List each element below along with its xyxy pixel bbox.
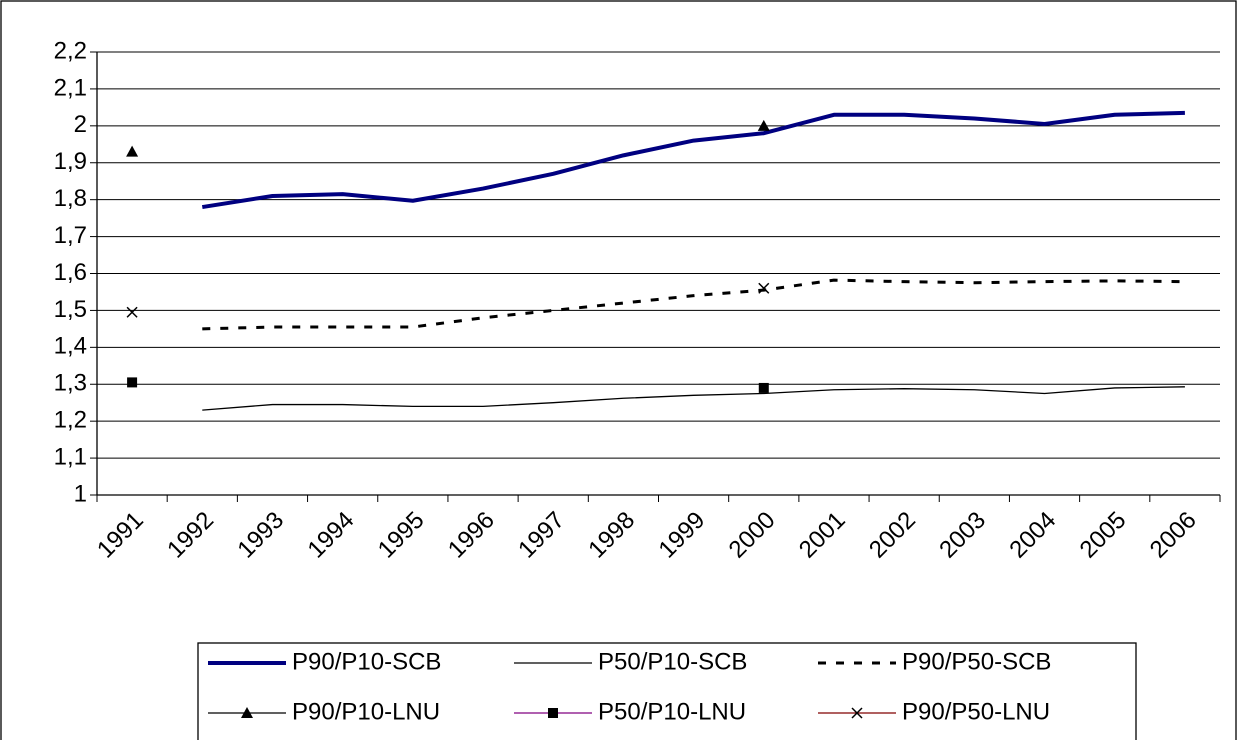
data-point (757, 119, 770, 131)
series-line (202, 278, 1185, 331)
series-line (201, 110, 1185, 210)
y-tick-label: 2 (74, 111, 87, 138)
x-tick-label: 1998 (583, 507, 640, 564)
y-tick-label: 1 (74, 480, 87, 507)
x-tick-label: 1997 (513, 507, 570, 564)
x-tick-label: 2003 (934, 507, 991, 564)
legend-marker (241, 707, 253, 718)
legend-label: P90/P10-SCB (292, 648, 441, 675)
y-tick-label: 2,1 (54, 74, 87, 101)
legend-box (197, 642, 1137, 740)
data-point (126, 145, 139, 157)
y-tick-label: 1,9 (54, 148, 87, 175)
data-point (758, 282, 770, 294)
y-tick-label: 1,8 (54, 185, 87, 212)
x-tick-label: 1993 (232, 507, 289, 564)
data-point (127, 377, 138, 388)
x-tick-label: 1994 (303, 507, 360, 564)
x-tick-label: 2004 (1004, 507, 1061, 564)
x-tick-label: 1996 (443, 507, 500, 564)
legend-marker (548, 708, 558, 718)
legend-label: P90/P50-SCB (902, 648, 1051, 675)
y-tick-label: 1,3 (54, 370, 87, 397)
x-tick-label: 2002 (864, 507, 921, 564)
x-tick-label: 2006 (1145, 507, 1202, 564)
x-tick-label: 2001 (794, 507, 851, 564)
legend-label: P50/P10-LNU (598, 698, 746, 725)
legend-label: P90/P10-LNU (292, 698, 440, 725)
x-tick-label: 2005 (1075, 507, 1132, 564)
x-tick-label: 2000 (724, 507, 781, 564)
y-tick-label: 2,2 (54, 37, 87, 64)
y-tick-label: 1,4 (54, 333, 87, 360)
x-tick-label: 1999 (653, 507, 710, 564)
legend-label: P90/P50-LNU (902, 698, 1050, 725)
data-point (126, 306, 138, 318)
series-line (202, 386, 1185, 411)
data-point (758, 382, 769, 393)
y-tick-label: 1,5 (54, 296, 87, 323)
legend-label: P50/P10-SCB (598, 648, 747, 675)
x-tick-label: 1992 (162, 507, 219, 564)
x-tick-label: 1995 (373, 507, 430, 564)
y-tick-label: 1,2 (54, 407, 87, 434)
x-tick-label: 1991 (92, 507, 149, 564)
y-tick-label: 1,6 (54, 259, 87, 286)
legend-marker (851, 707, 863, 719)
y-tick-label: 1,1 (54, 443, 87, 470)
y-tick-label: 1,7 (54, 222, 87, 249)
